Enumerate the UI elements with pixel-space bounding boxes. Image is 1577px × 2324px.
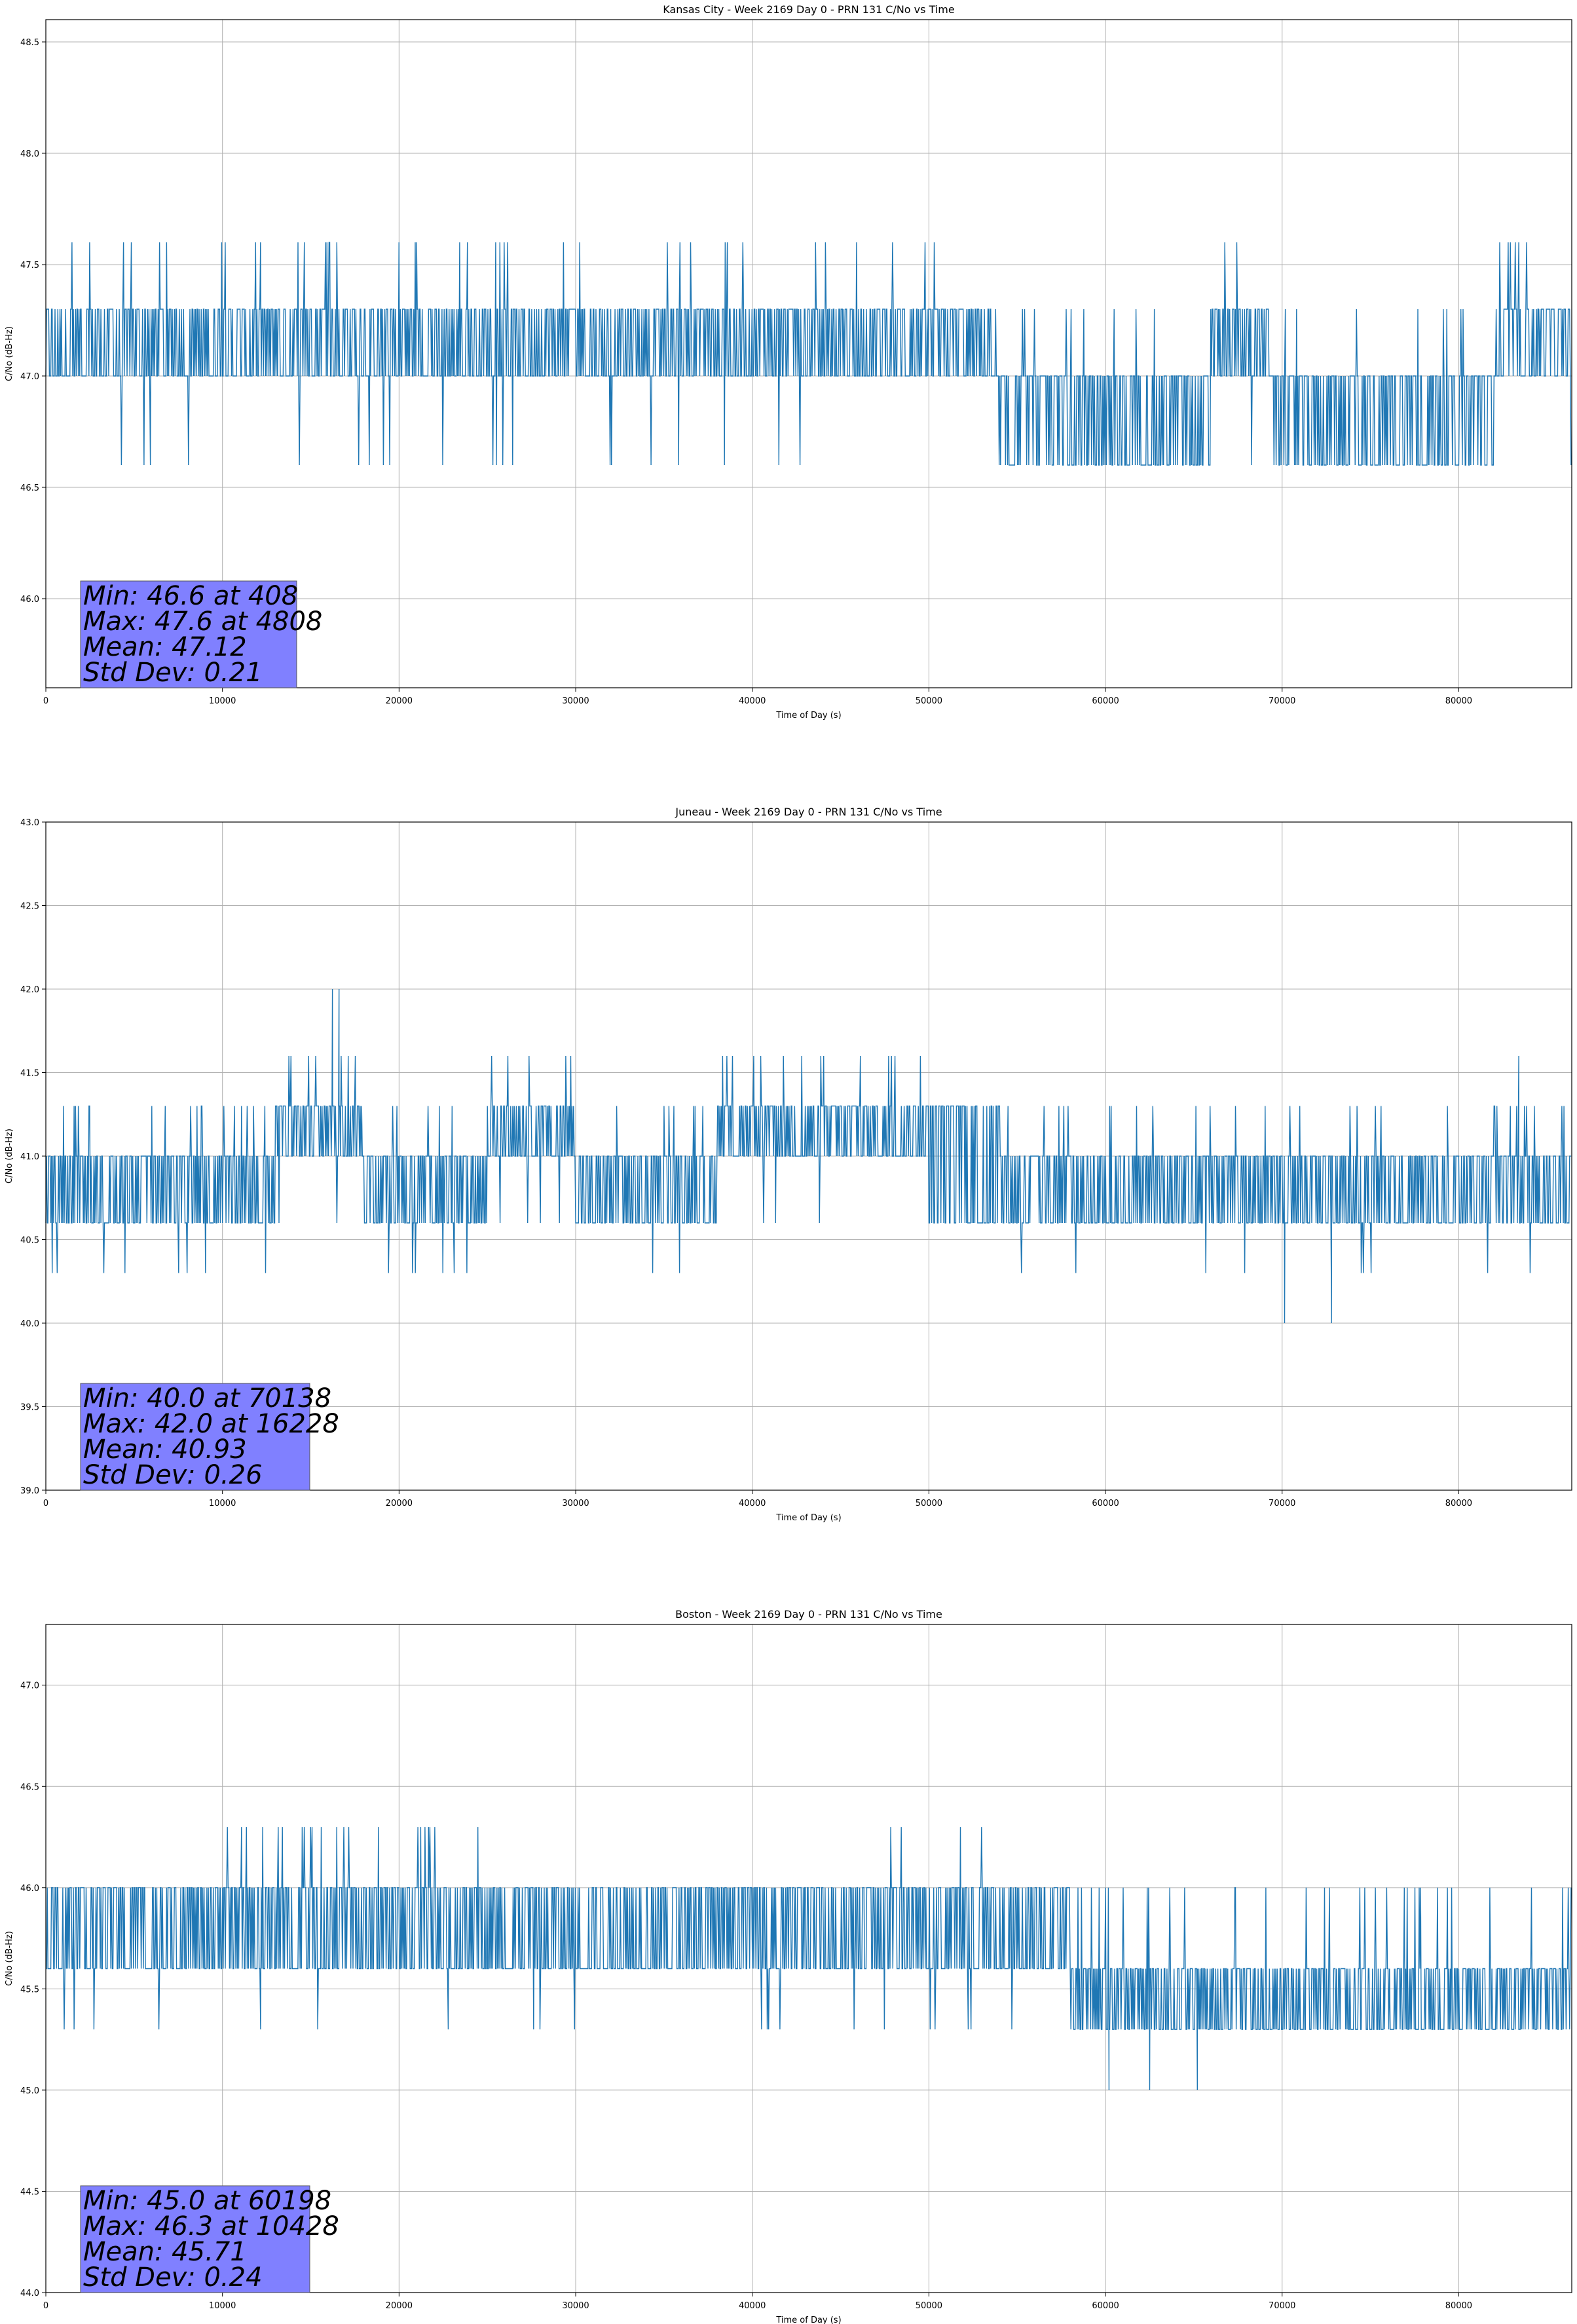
- stats-max: Max: 46.3 at 10428: [83, 2211, 339, 2241]
- y-tick-label: 40.5: [20, 1236, 39, 1246]
- x-tick-label: 60000: [1092, 1499, 1119, 1509]
- chart-panel-2: 0 10000 20000 30000 40000 50000 60000 70000 8000…: [5, 806, 1572, 1523]
- x-tick-label: 40000: [739, 1499, 766, 1509]
- stats-max: Max: 47.6 at 4808: [83, 607, 322, 637]
- stats-std: Std Dev: 0.24: [83, 2262, 263, 2293]
- stats-min: Min: 46.6 at 408: [83, 581, 298, 611]
- y-axis-label: C/No (dB-Hz): [5, 1931, 14, 1986]
- x-tick-label: 80000: [1445, 1499, 1472, 1509]
- cno-series-line: [45, 242, 1572, 466]
- y-tick-label: 46.5: [20, 1782, 39, 1792]
- x-axis-label: Time of Day (s): [775, 711, 841, 721]
- plot-frame: [45, 19, 1572, 688]
- y-tick-label: 46.0: [20, 595, 39, 605]
- x-tick-label: 50000: [916, 696, 942, 706]
- y-tick-label: 46.0: [20, 1884, 39, 1894]
- x-tick-label: 60000: [1092, 2301, 1119, 2311]
- y-axis-label: C/No (dB-Hz): [5, 1129, 14, 1184]
- stats-box: [80, 1383, 310, 1491]
- x-tick-label: 40000: [739, 2301, 766, 2311]
- cno-series-line: [46, 1827, 1572, 2090]
- stats-min: Min: 45.0 at 60198: [83, 2186, 331, 2216]
- y-tick-label: 39.5: [20, 1403, 39, 1413]
- stats-min: Min: 40.0 at 70138: [83, 1383, 331, 1414]
- stats-std: Std Dev: 0.21: [83, 658, 263, 688]
- y-tick-label: 48.0: [20, 149, 39, 159]
- chart-title: Kansas City - Week 2169 Day 0 - PRN 131 …: [663, 3, 954, 16]
- x-tick-label: 0: [43, 1499, 48, 1509]
- x-tick-label: 50000: [916, 1499, 942, 1509]
- y-tick-label: 40.0: [20, 1319, 39, 1329]
- x-tick-label: 50000: [916, 2301, 942, 2311]
- stats-mean: Mean: 40.93: [83, 1434, 247, 1465]
- x-tick-label: 40000: [739, 696, 766, 706]
- x-tick-label: 30000: [562, 696, 589, 706]
- y-tick-label: 44.0: [20, 2289, 39, 2298]
- y-tick-label: 39.0: [20, 1486, 39, 1496]
- x-tick-label: 0: [43, 696, 48, 706]
- y-tick-label: 48.5: [20, 38, 39, 48]
- x-tick-label: 10000: [209, 2301, 236, 2311]
- y-tick-label: 41.5: [20, 1069, 39, 1079]
- cno-series-line: [45, 988, 1571, 1324]
- y-axis-label: C/No (dB-Hz): [5, 326, 14, 381]
- stats-mean: Mean: 47.12: [83, 632, 247, 662]
- chart-title: Boston - Week 2169 Day 0 - PRN 131 C/No …: [675, 1608, 942, 1621]
- x-tick-label: 80000: [1445, 2301, 1472, 2311]
- chart-title: Juneau - Week 2169 Day 0 - PRN 131 C/No …: [675, 806, 942, 818]
- y-tick-label: 43.0: [20, 818, 39, 828]
- x-tick-label: 20000: [386, 696, 413, 706]
- x-tick-label: 30000: [562, 2301, 589, 2311]
- y-tick-label: 47.0: [20, 1681, 39, 1691]
- y-tick-label: 45.0: [20, 2086, 39, 2096]
- x-tick-label: 20000: [386, 1499, 413, 1509]
- x-tick-label: 70000: [1269, 1499, 1295, 1509]
- chart-panel-3: 0 10000 20000 30000 40000 50000 60000 70000 8000…: [5, 1608, 1572, 2324]
- x-tick-label: 30000: [562, 1499, 589, 1509]
- y-tick-label: 47.0: [20, 372, 39, 382]
- x-tick-label: 80000: [1445, 696, 1472, 706]
- x-tick-label: 0: [43, 2301, 48, 2311]
- y-tick-label: 45.5: [20, 1985, 39, 1995]
- x-axis-label: Time of Day (s): [775, 2315, 841, 2324]
- y-tick-label: 47.5: [20, 261, 39, 271]
- stats-std: Std Dev: 0.26: [83, 1460, 263, 1490]
- x-tick-label: 70000: [1269, 696, 1295, 706]
- y-tick-label: 42.0: [20, 985, 39, 995]
- stats-mean: Mean: 45.71: [83, 2237, 247, 2267]
- x-tick-label: 60000: [1092, 696, 1119, 706]
- x-tick-label: 20000: [386, 2301, 413, 2311]
- y-tick-label: 42.5: [20, 902, 39, 912]
- x-axis-label: Time of Day (s): [775, 1513, 841, 1523]
- y-tick-label: 41.0: [20, 1152, 39, 1162]
- stats-max: Max: 42.0 at 16228: [83, 1409, 339, 1439]
- x-tick-label: 70000: [1269, 2301, 1295, 2311]
- x-tick-label: 10000: [209, 1499, 236, 1509]
- x-tick-label: 10000: [209, 696, 236, 706]
- stats-box: [80, 580, 297, 688]
- stats-box: [80, 2185, 310, 2293]
- plot-frame: [45, 1624, 1572, 2293]
- chart-panel-1: 0 10000 20000 30000 40000 50000 60000 70000 8000…: [5, 3, 1572, 721]
- y-tick-label: 44.5: [20, 2187, 39, 2197]
- y-tick-label: 46.5: [20, 483, 39, 493]
